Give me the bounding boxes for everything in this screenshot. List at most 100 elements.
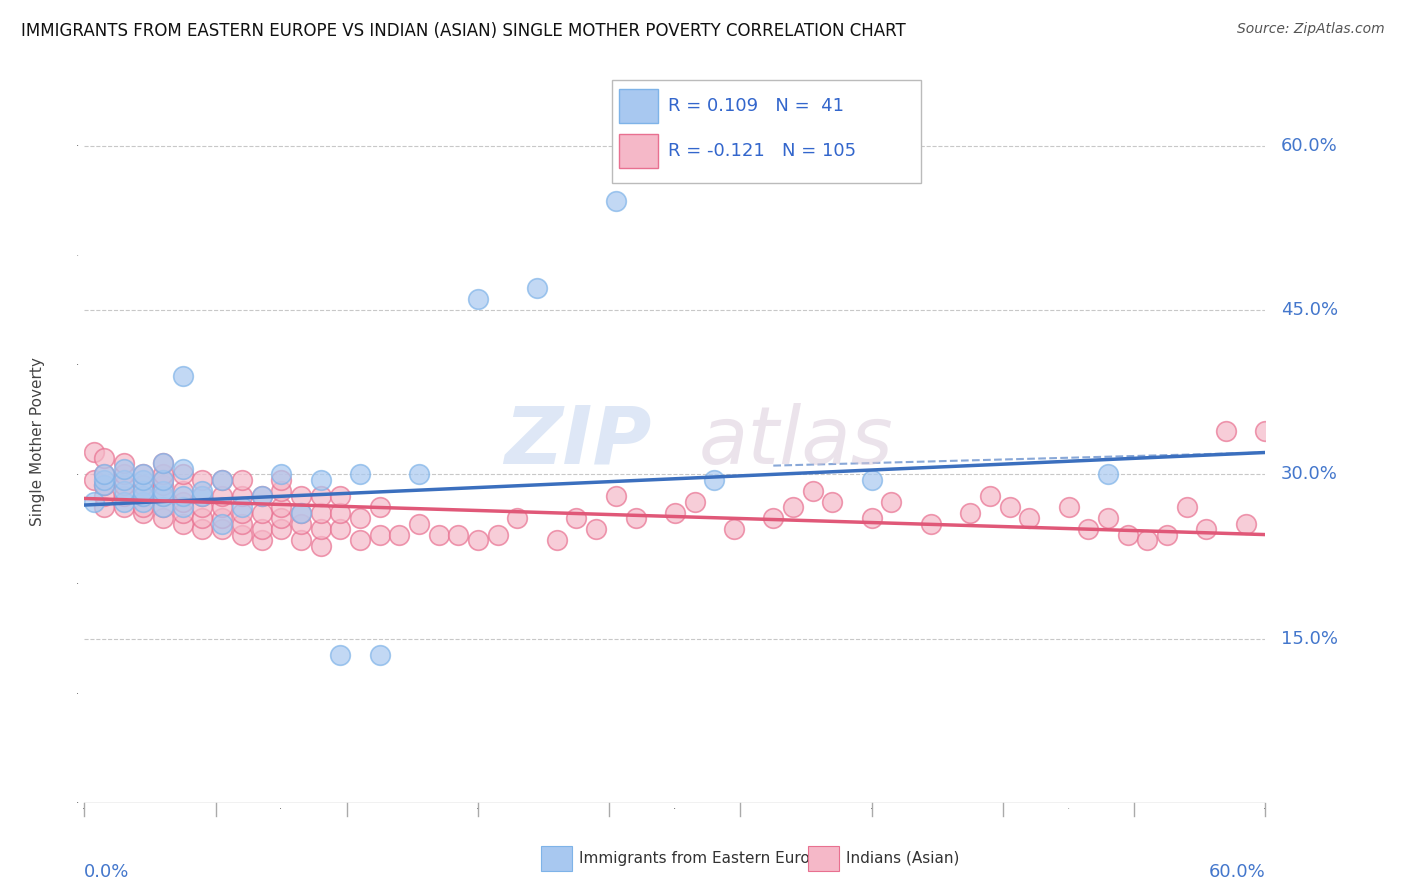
Point [132,494,155,508]
Point [309,473,332,487]
Point [191,473,214,487]
Point [1156,527,1178,541]
Point [172,506,194,520]
Point [368,500,391,515]
Point [231,500,253,515]
Point [93,478,115,492]
Point [231,506,253,520]
Point [349,533,371,547]
Point [172,467,194,482]
Point [132,500,155,515]
Point [172,368,194,383]
Point [723,522,745,536]
Point [880,494,903,508]
Point [250,489,273,503]
Text: ZIP: ZIP [503,402,651,481]
Point [172,483,194,498]
Text: Immigrants from Eastern Europe: Immigrants from Eastern Europe [579,851,830,865]
Point [388,527,411,541]
Text: 60.0%: 60.0% [1281,137,1339,155]
Point [309,539,332,553]
Point [112,489,135,503]
Point [172,489,194,503]
Point [93,500,115,515]
Point [112,457,135,471]
Point [979,489,1001,503]
Point [270,522,292,536]
Point [93,489,115,503]
Point [250,506,273,520]
Point [408,516,430,531]
Point [231,527,253,541]
Point [112,478,135,492]
Text: Indians (Asian): Indians (Asian) [846,851,960,865]
Point [250,489,273,503]
Point [152,483,174,498]
Point [250,522,273,536]
Point [152,467,174,482]
Point [112,494,135,508]
Text: IMMIGRANTS FROM EASTERN EUROPE VS INDIAN (ASIAN) SINGLE MOTHER POVERTY CORRELATI: IMMIGRANTS FROM EASTERN EUROPE VS INDIAN… [21,22,905,40]
Point [172,500,194,515]
Point [959,506,981,520]
Text: 60.0%: 60.0% [1209,863,1265,881]
Point [782,500,804,515]
Text: Source: ZipAtlas.com: Source: ZipAtlas.com [1237,22,1385,37]
Point [1116,527,1139,541]
Point [270,483,292,498]
Point [211,500,233,515]
Point [152,457,174,471]
Point [801,483,824,498]
Point [270,473,292,487]
Point [565,511,588,525]
Point [191,511,214,525]
Point [1234,516,1257,531]
Point [664,506,686,520]
Point [1097,511,1119,525]
Point [467,292,489,306]
Point [211,473,233,487]
Point [1175,500,1198,515]
Point [506,511,529,525]
Point [211,511,233,525]
Point [998,500,1021,515]
Point [132,467,155,482]
Point [191,500,214,515]
Point [290,489,312,503]
Point [585,522,607,536]
Point [231,489,253,503]
Point [152,489,174,503]
Point [250,533,273,547]
Point [93,467,115,482]
Point [152,473,174,487]
Point [860,473,883,487]
Point [605,194,627,208]
Point [132,489,155,503]
Point [93,478,115,492]
Point [211,473,233,487]
Point [860,511,883,525]
Point [93,467,115,482]
Text: R = 0.109   N =  41: R = 0.109 N = 41 [668,97,844,115]
Text: 0.0%: 0.0% [84,863,129,881]
Point [290,506,312,520]
Point [191,489,214,503]
Point [191,483,214,498]
Point [1097,467,1119,482]
Point [447,527,470,541]
Point [112,467,135,482]
Text: 45.0%: 45.0% [1281,301,1339,319]
Point [172,462,194,476]
Point [467,533,489,547]
Point [132,467,155,482]
Point [821,494,844,508]
Point [112,500,135,515]
Point [526,281,548,295]
Point [132,483,155,498]
Point [309,506,332,520]
Point [1254,424,1277,438]
Point [211,516,233,531]
Point [329,489,352,503]
Point [920,516,942,531]
Point [290,506,312,520]
